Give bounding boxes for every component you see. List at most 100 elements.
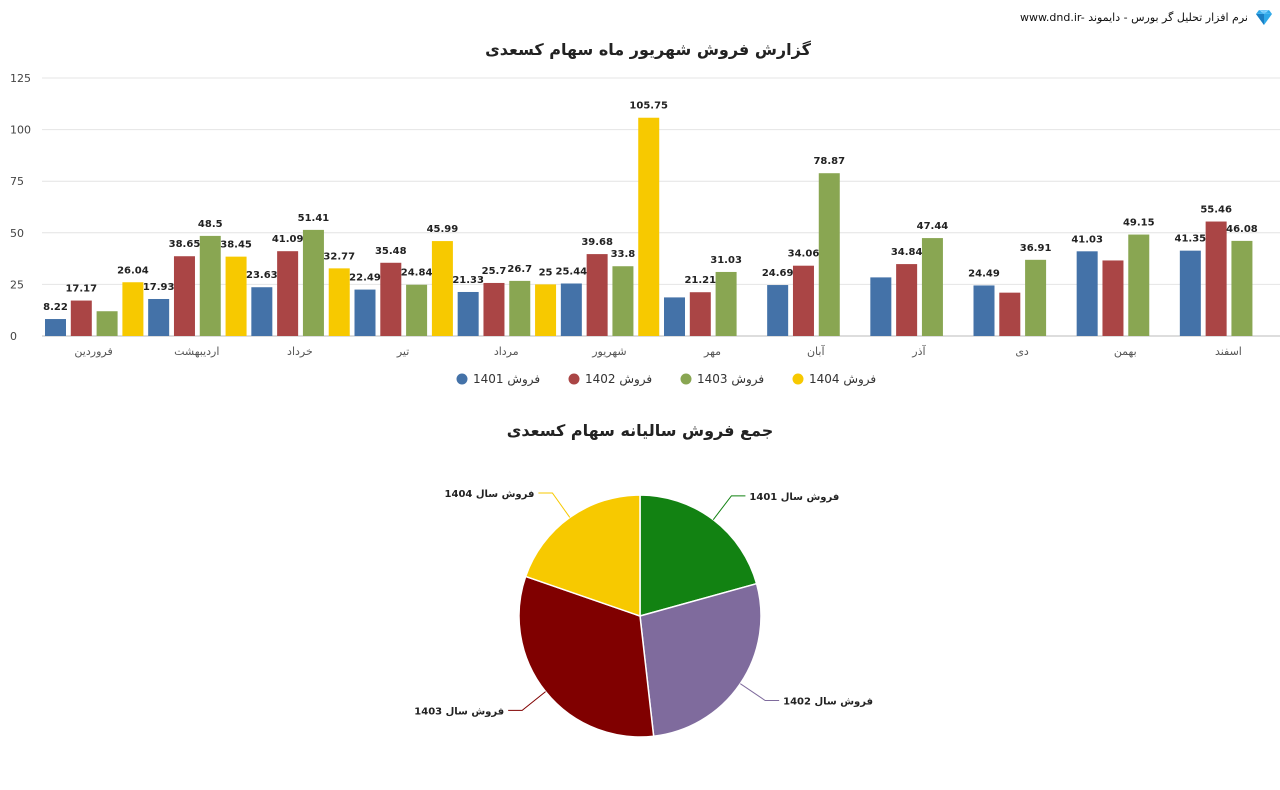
data-label: 78.87 [813,156,845,167]
data-label: 105.75 [629,101,668,112]
bar [431,241,453,336]
brand-text: www.dnd.ir- نرم افزار تحلیل گر بورس - دا… [1019,10,1248,24]
bar [122,282,144,336]
pie-slice-label: فروش سال 1403 [414,706,504,717]
data-label: 26.7 [507,264,532,275]
data-label: 41.03 [1071,234,1103,245]
data-label: 39.68 [581,237,613,248]
data-label: 31.03 [710,255,742,266]
x-tick-label: آذر [911,344,926,358]
data-label: 46.08 [1226,224,1258,235]
bar [1025,259,1047,336]
pie-slice [524,494,641,618]
data-label: 21.33 [452,275,484,286]
data-label: 38.65 [169,239,201,250]
bar [689,292,711,336]
bar [302,229,324,336]
data-label: 41.09 [272,234,304,245]
bar [199,235,221,336]
data-label: 24.49 [968,268,1000,279]
bar-chart-title: گزارش فروش شهریور ماه سهام کسعدی [485,40,811,59]
bar [173,256,195,336]
bar [509,280,531,336]
bar [1102,260,1124,336]
data-label: 55.46 [1200,205,1232,216]
data-label: 25.7 [482,266,507,277]
pie-slice-label: فروش سال 1402 [783,696,873,707]
data-label: 26.04 [117,265,149,276]
bar [715,271,737,336]
data-label: 41.35 [1175,234,1207,245]
x-tick-label: مرداد [494,345,519,358]
bar [535,284,557,336]
legend-marker [792,373,804,385]
bar [1128,234,1150,336]
data-label: 21.21 [684,275,716,286]
bar [457,291,479,336]
legend-label: فروش 1403 [697,372,764,387]
y-tick-label: 50 [10,227,24,240]
data-label: 48.5 [198,219,223,230]
legend-marker [568,373,580,385]
x-tick-label: مهر [703,345,721,358]
bar [70,300,92,336]
x-tick-label: خرداد [287,345,313,358]
bar [406,284,428,336]
y-tick-label: 25 [10,278,24,291]
bar [251,287,273,336]
x-tick-label: آبان [807,344,825,358]
y-tick-label: 125 [10,72,31,85]
bar [664,297,685,336]
data-label: 47.44 [917,221,949,232]
data-label: 8.22 [43,302,68,313]
pie-chart: جمع فروش سالیانه سهام کسعدی فروش سال 140… [414,421,873,738]
data-label: 34.84 [891,247,923,258]
data-label: 36.91 [1020,243,1052,254]
bar [999,292,1021,336]
legend-label: فروش 1404 [809,372,876,387]
pie-leader-line [538,492,571,518]
bar [225,256,247,336]
x-tick-label: بهمن [1114,345,1137,358]
bar [1205,221,1227,336]
x-tick-label: فروردین [74,345,112,358]
data-label: 25 [539,267,553,278]
bar [483,282,505,336]
data-label: 17.93 [143,282,175,293]
legend-label: فروش 1401 [473,372,540,387]
x-tick-label: تیر [396,345,409,358]
pie-leader-line [508,691,546,711]
y-tick-label: 0 [10,330,17,343]
brand: www.dnd.ir- نرم افزار تحلیل گر بورس - دا… [1020,6,1274,28]
bar [767,285,789,336]
bar [896,264,918,336]
data-label: 24.69 [762,268,794,279]
bar [96,311,118,336]
data-label: 23.63 [246,270,278,281]
pie-slice-label: فروش سال 1401 [749,492,839,503]
data-label: 22.49 [349,273,381,284]
data-label: 32.77 [323,251,355,262]
pie-slice [518,575,655,738]
bar [818,173,840,336]
legend-marker [456,373,468,385]
bar [148,298,170,336]
pie-leader-line [712,495,746,520]
pie-leader-line [740,683,780,701]
diamond-icon [1256,10,1272,25]
bar [380,262,402,336]
pie-slice-label: فروش سال 1404 [445,489,535,500]
data-label: 49.15 [1123,218,1155,229]
data-label: 24.84 [401,268,433,279]
data-label: 35.48 [375,246,407,257]
bar [1076,251,1098,336]
x-tick-label: اسفند [1215,345,1242,358]
data-label: 33.8 [611,249,636,260]
legend-label: فروش 1402 [585,372,652,387]
data-label: 51.41 [298,213,330,224]
x-tick-label: اردیبهشت [174,345,219,358]
bar [45,319,66,336]
bar-chart: گزارش فروش شهریور ماه سهام کسعدی 0 25 50 75… [10,40,1280,387]
data-label: 45.99 [427,224,459,235]
bar [792,265,814,336]
